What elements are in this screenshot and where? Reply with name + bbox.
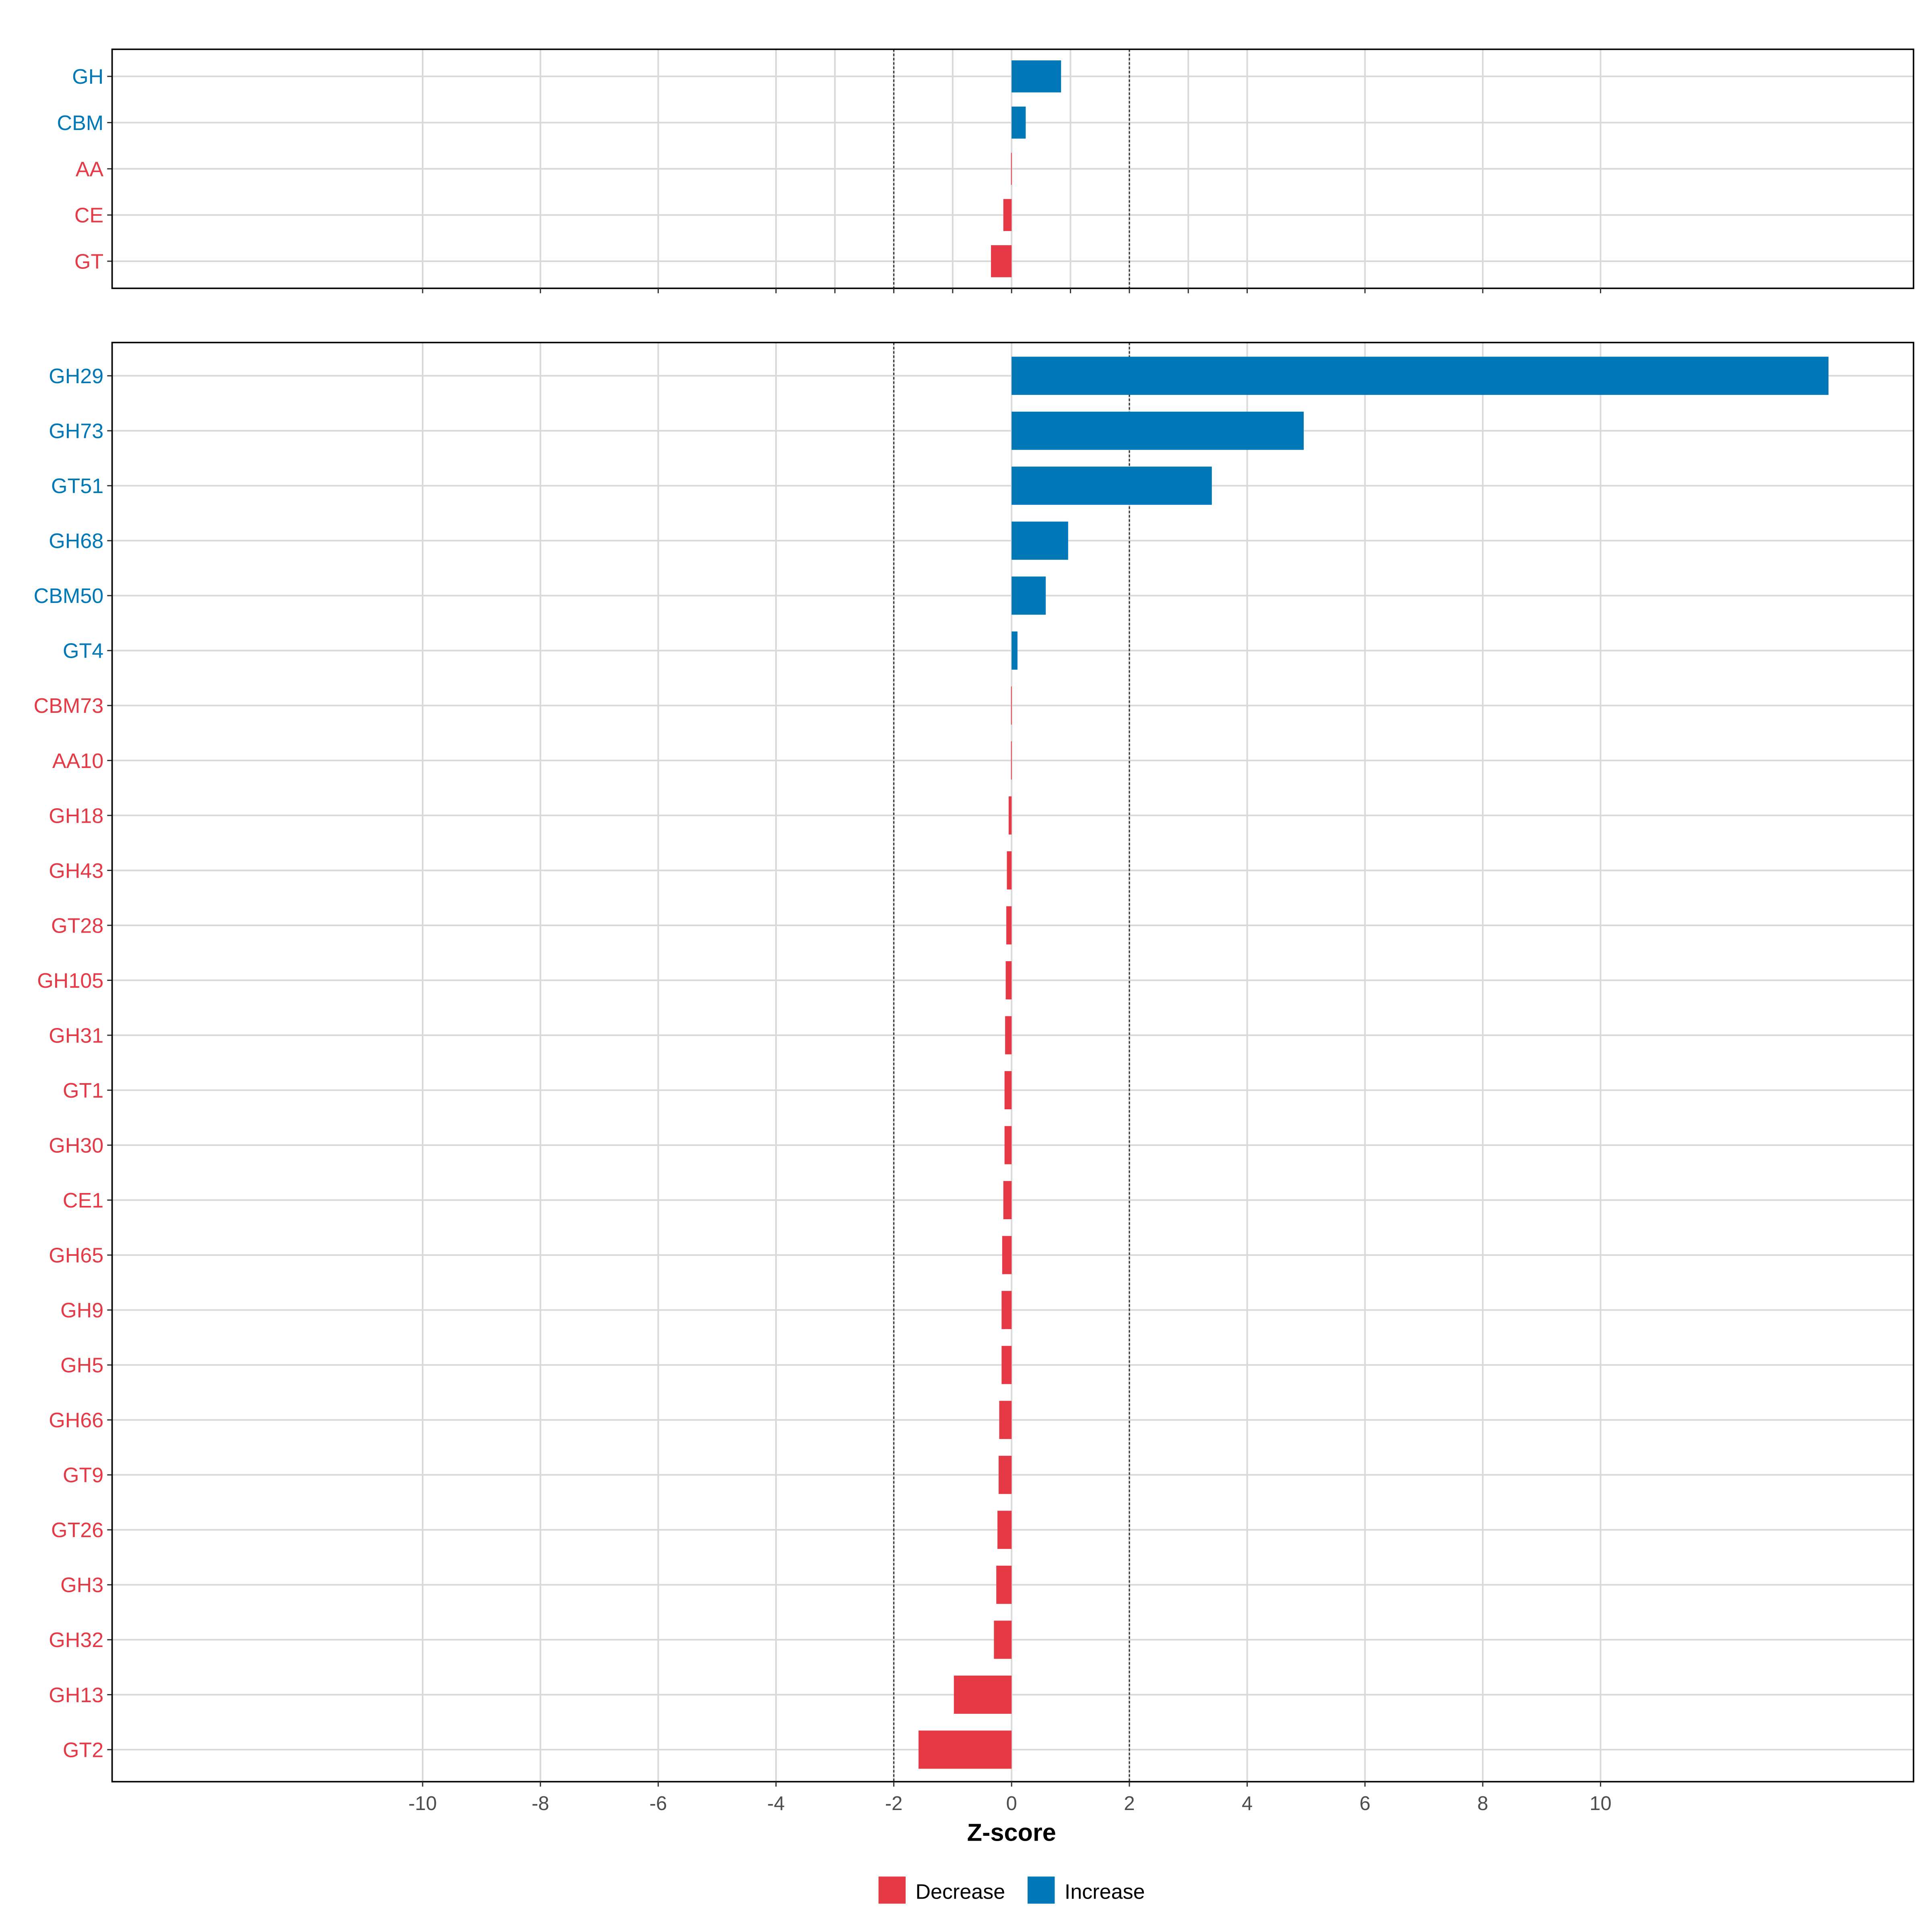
x-tick-label: 4 xyxy=(1242,1793,1253,1814)
bar-GH68 xyxy=(1011,521,1068,560)
category-label: GH5 xyxy=(60,1354,103,1377)
category-label: GT1 xyxy=(63,1079,103,1102)
category-label: GH30 xyxy=(49,1134,103,1157)
x-tick-label: -2 xyxy=(885,1793,903,1814)
category-label: GT28 xyxy=(51,914,103,937)
bar-CE1 xyxy=(1003,1181,1012,1220)
bar-GH9 xyxy=(1001,1291,1012,1329)
bar-GH18 xyxy=(1008,796,1012,835)
x-axis-label: Z-score xyxy=(967,1818,1056,1846)
x-axis-ticks: -10 -8 -6 -4 -2 0 2 4 6 8 10 xyxy=(409,1781,1612,1814)
bar-GH65 xyxy=(1002,1236,1012,1274)
category-label: GT4 xyxy=(63,640,103,663)
bar-AA10 xyxy=(1011,741,1012,780)
category-label: CE xyxy=(74,204,103,227)
bar-GH66 xyxy=(999,1401,1012,1439)
bar-CE xyxy=(1003,199,1012,231)
legend: Decrease Increase xyxy=(878,1876,1145,1904)
category-label: GH66 xyxy=(49,1409,103,1432)
bar-GH105 xyxy=(1005,961,1012,999)
top-panel: GH CBM AA CE GT xyxy=(57,48,1914,293)
category-label: AA xyxy=(76,158,104,181)
category-label: CBM xyxy=(57,111,104,135)
bar-GH5 xyxy=(1001,1346,1012,1384)
category-label: AA10 xyxy=(52,749,103,773)
category-label: CBM73 xyxy=(34,694,104,718)
bottom-panel: GH29 GH73 GT51 GH68 CBM50 GT4 CBM73 AA10 GH18 GH4… xyxy=(34,342,1914,1783)
x-tick-label: -6 xyxy=(650,1793,667,1814)
category-label: GT2 xyxy=(63,1738,103,1762)
legend-label-decrease: Decrease xyxy=(915,1880,1005,1903)
bar-GT1 xyxy=(1004,1071,1012,1110)
bar-GH13 xyxy=(954,1675,1012,1714)
x-tick-label: 10 xyxy=(1589,1793,1611,1814)
bar-GT9 xyxy=(999,1455,1012,1494)
bar-GT4 xyxy=(1011,631,1018,670)
category-label: CBM50 xyxy=(34,584,104,608)
category-label: GH73 xyxy=(49,420,103,443)
bar-GT2 xyxy=(919,1730,1012,1769)
category-label: GT51 xyxy=(51,475,103,498)
category-label: GH43 xyxy=(49,859,103,883)
x-tick-label: -10 xyxy=(409,1793,437,1814)
category-label: GH68 xyxy=(49,530,103,553)
category-label: GH3 xyxy=(60,1574,103,1597)
bar-GH73 xyxy=(1011,411,1304,450)
bar-GH30 xyxy=(1004,1126,1012,1164)
bar-GH xyxy=(1011,60,1061,93)
x-tick-label: 8 xyxy=(1477,1793,1488,1814)
category-label: GT26 xyxy=(51,1519,103,1542)
panel-border xyxy=(111,342,1914,1783)
category-label: GH9 xyxy=(60,1299,103,1322)
bar-GT26 xyxy=(997,1511,1012,1549)
legend-label-increase: Increase xyxy=(1065,1880,1145,1903)
bar-CBM50 xyxy=(1011,576,1046,615)
category-label: GH31 xyxy=(49,1024,103,1047)
bar-CBM xyxy=(1011,106,1026,139)
panel-border xyxy=(111,48,1914,289)
bar-GT51 xyxy=(1011,466,1212,505)
legend-swatch-increase xyxy=(1028,1876,1055,1904)
category-label: GH29 xyxy=(49,365,103,388)
x-tick-label: -8 xyxy=(532,1793,549,1814)
bar-GH32 xyxy=(994,1620,1012,1659)
bar-GH29 xyxy=(1011,357,1829,395)
x-tick-label: 2 xyxy=(1124,1793,1135,1814)
category-label: GH32 xyxy=(49,1629,103,1652)
bar-GH43 xyxy=(1007,851,1012,890)
bar-AA xyxy=(1011,153,1012,185)
category-label: GH65 xyxy=(49,1244,103,1267)
category-label: CE1 xyxy=(63,1189,103,1212)
x-tick-label: 0 xyxy=(1006,1793,1017,1814)
x-tick-label: -4 xyxy=(767,1793,785,1814)
bar-GH3 xyxy=(996,1565,1012,1604)
category-label: GT xyxy=(74,250,103,273)
category-label: GT9 xyxy=(63,1464,103,1487)
category-label: GH xyxy=(72,65,103,89)
category-label: GH18 xyxy=(49,804,103,828)
bar-GT xyxy=(991,245,1012,277)
bar-GH31 xyxy=(1005,1016,1012,1055)
category-label: GH13 xyxy=(49,1684,103,1707)
legend-swatch-decrease xyxy=(878,1876,906,1904)
category-label: GH105 xyxy=(37,969,103,993)
bar-CBM73 xyxy=(1011,686,1012,725)
x-tick-label: 6 xyxy=(1360,1793,1371,1814)
bar-GT28 xyxy=(1006,906,1012,945)
